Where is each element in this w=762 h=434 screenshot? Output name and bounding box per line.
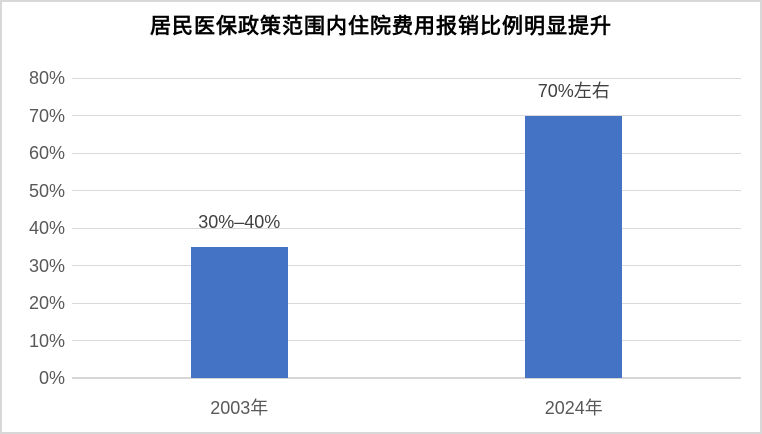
x-tick-label: 2024年	[544, 398, 603, 418]
bar-2024年	[525, 115, 623, 378]
x-axis-line	[72, 377, 741, 379]
gridline	[72, 190, 741, 191]
plot-area: 30%–40% 70%左右	[72, 77, 741, 379]
data-label: 70%左右	[537, 80, 610, 101]
y-tick-label: 80%	[28, 68, 65, 88]
data-label: 30%–40%	[198, 212, 281, 233]
gridline	[72, 152, 741, 154]
y-tick-label: 40%	[28, 218, 65, 238]
y-tick-label: 10%	[28, 330, 65, 351]
x-tick-label: 2003年	[210, 398, 269, 418]
gridline	[72, 115, 741, 116]
bar-2003年	[190, 246, 288, 378]
gridline	[72, 227, 741, 229]
y-tick-label: 60%	[28, 143, 65, 163]
gridline	[72, 265, 741, 266]
gridline	[72, 77, 741, 79]
chart-title: 居民医保政策范围内住院费用报销比例明显提升	[150, 15, 612, 38]
y-tick-label: 0%	[38, 368, 65, 388]
gridline	[72, 340, 741, 341]
gridline	[72, 302, 741, 304]
y-tick-label: 70%	[28, 105, 65, 126]
y-tick-label: 50%	[28, 180, 65, 201]
y-tick-label: 20%	[28, 293, 65, 313]
y-tick-label: 30%	[28, 255, 65, 276]
